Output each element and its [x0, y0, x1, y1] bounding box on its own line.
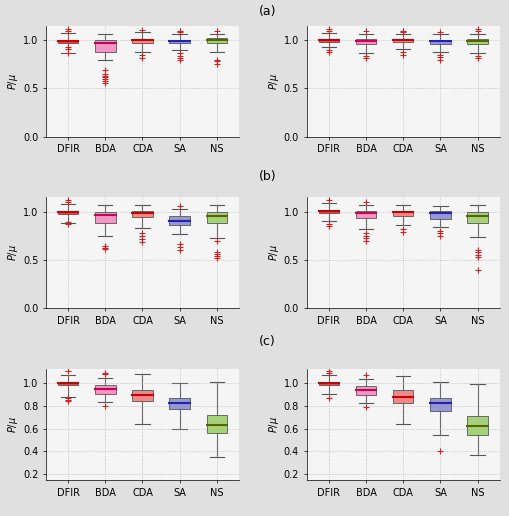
- FancyBboxPatch shape: [355, 211, 376, 218]
- FancyBboxPatch shape: [95, 385, 116, 394]
- FancyBboxPatch shape: [132, 39, 152, 43]
- FancyBboxPatch shape: [466, 212, 487, 223]
- FancyBboxPatch shape: [392, 390, 413, 404]
- Y-axis label: $P/\mu$: $P/\mu$: [266, 73, 280, 90]
- Y-axis label: $P/\mu$: $P/\mu$: [6, 245, 20, 261]
- FancyBboxPatch shape: [169, 216, 189, 225]
- Y-axis label: $P/\mu$: $P/\mu$: [6, 73, 20, 90]
- FancyBboxPatch shape: [318, 382, 338, 384]
- FancyBboxPatch shape: [355, 386, 376, 395]
- Text: (a): (a): [259, 5, 276, 18]
- Y-axis label: $P/\mu$: $P/\mu$: [266, 245, 280, 261]
- FancyBboxPatch shape: [206, 38, 227, 43]
- FancyBboxPatch shape: [429, 398, 449, 411]
- FancyBboxPatch shape: [169, 40, 189, 43]
- FancyBboxPatch shape: [95, 212, 116, 223]
- Y-axis label: $P/\mu$: $P/\mu$: [6, 416, 20, 433]
- FancyBboxPatch shape: [95, 40, 116, 52]
- FancyBboxPatch shape: [318, 39, 338, 42]
- FancyBboxPatch shape: [132, 390, 152, 401]
- FancyBboxPatch shape: [318, 211, 338, 213]
- FancyBboxPatch shape: [392, 211, 413, 216]
- FancyBboxPatch shape: [466, 39, 487, 44]
- FancyBboxPatch shape: [355, 39, 376, 44]
- FancyBboxPatch shape: [206, 415, 227, 433]
- FancyBboxPatch shape: [169, 398, 189, 409]
- Y-axis label: $P/\mu$: $P/\mu$: [266, 416, 280, 433]
- FancyBboxPatch shape: [132, 212, 152, 217]
- FancyBboxPatch shape: [58, 40, 78, 43]
- FancyBboxPatch shape: [58, 212, 78, 214]
- FancyBboxPatch shape: [206, 212, 227, 223]
- FancyBboxPatch shape: [392, 39, 413, 42]
- FancyBboxPatch shape: [58, 382, 78, 384]
- FancyBboxPatch shape: [429, 40, 449, 44]
- FancyBboxPatch shape: [429, 212, 449, 219]
- FancyBboxPatch shape: [466, 416, 487, 436]
- Text: (b): (b): [259, 170, 276, 183]
- Text: (c): (c): [259, 335, 275, 348]
